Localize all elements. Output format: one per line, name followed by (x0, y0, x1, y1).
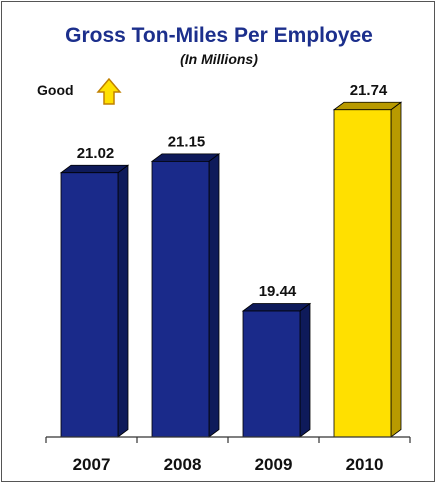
bar-2007 (59, 164, 130, 438)
bar-top (241, 303, 312, 312)
bar-2008 (150, 153, 221, 438)
category-label: 2010 (346, 455, 384, 474)
bar-2009 (241, 302, 312, 438)
bar-top (59, 164, 130, 174)
bar-front (242, 310, 301, 438)
bar-front (60, 172, 119, 438)
bar-side (299, 302, 311, 438)
bar-top (150, 153, 221, 162)
good-label: Good (37, 82, 74, 98)
up-arrow-icon (96, 77, 122, 105)
bar-side (117, 164, 129, 438)
chart-title: Gross Ton-Miles Per Employee (65, 24, 373, 47)
bar-2010 (332, 101, 403, 438)
bar-front (151, 160, 210, 438)
category-label: 2007 (73, 455, 111, 474)
data-label: 21.74 (350, 82, 388, 99)
bar-side (390, 101, 402, 438)
data-label: 21.02 (77, 145, 115, 162)
data-label: 21.15 (168, 133, 206, 150)
bar-side (208, 153, 220, 438)
data-label: 19.44 (259, 283, 297, 300)
chart-subtitle: (In Millions) (180, 51, 258, 67)
bar-front (333, 109, 392, 438)
bar-top (332, 101, 403, 111)
category-label: 2008 (164, 455, 202, 474)
category-label: 2009 (255, 455, 293, 474)
